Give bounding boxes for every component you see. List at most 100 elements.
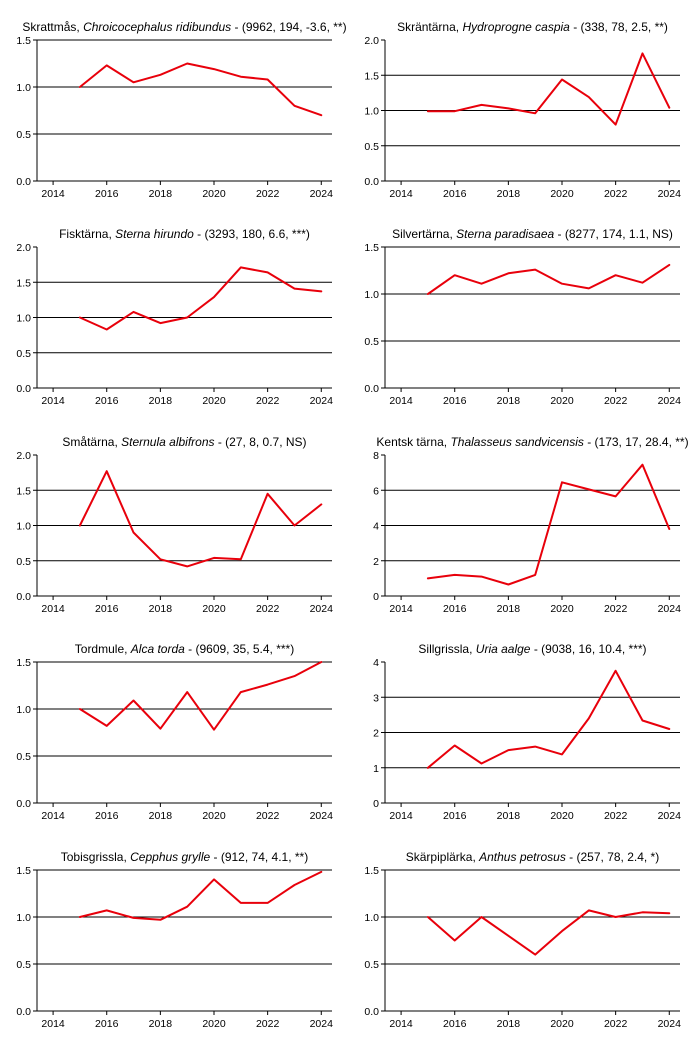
data-point [79,86,81,88]
data-point [159,558,161,560]
y-tick-label: 0 [373,591,379,603]
data-point [293,105,295,107]
y-tick-label: 0.5 [16,556,31,568]
data-point [615,670,617,672]
data-point [534,954,536,956]
data-point [588,488,590,490]
species-name: Skrattmås [22,20,76,34]
y-tick-label: 1.5 [16,35,31,47]
data-point [133,81,135,83]
x-tick-label: 2014 [389,188,413,200]
data-point [668,728,670,730]
x-tick-label: 2022 [256,810,280,822]
data-point [481,916,483,918]
data-point [507,935,509,937]
species-name: Tobisgrissla [61,850,124,864]
data-point [588,96,590,98]
species-latin-name: Cepphus grylle [130,850,210,864]
x-tick-label: 2016 [95,188,119,200]
species-name: Skräntärna [397,20,456,34]
data-point [267,78,269,80]
x-tick-label: 2022 [604,1018,628,1030]
x-tick-label: 2024 [658,395,682,407]
x-tick-label: 2014 [41,1018,65,1030]
x-tick-label: 2018 [149,188,173,200]
x-tick-label: 2022 [604,188,628,200]
y-tick-label: 2.0 [16,242,31,254]
x-tick-label: 2022 [256,395,280,407]
x-tick-label: 2020 [202,1018,226,1030]
x-tick-label: 2022 [256,188,280,200]
species-name: Tordmule [75,642,125,656]
x-tick-label: 2024 [658,1018,682,1030]
chart-panel: Kentsk tärna, Thalasseus sandvicensis - … [373,435,688,615]
x-tick-label: 2020 [202,603,226,615]
data-point [240,266,242,268]
series-line [78,266,323,331]
y-tick-label: 0.0 [364,176,379,188]
data-point [213,296,215,298]
species-latin-name: Alca torda [130,642,185,656]
data-point [427,916,429,918]
data-point [481,763,483,765]
data-point [534,269,536,271]
species-latin-name: Anthus petrosus [478,850,566,864]
title-separator: , [472,850,479,864]
data-point [561,753,563,755]
trend-stats: - (173, 17, 28.4, **) [584,435,689,449]
data-point [668,528,670,530]
data-point [615,274,617,276]
y-tick-label: 0.5 [16,129,31,141]
y-tick-label: 0.0 [16,176,31,188]
data-point [427,110,429,112]
y-tick-label: 1.5 [16,865,31,877]
y-tick-label: 4 [373,521,379,533]
chart-panel: Fisktärna, Sterna hirundo - (3293, 180, … [16,227,333,407]
trend-stats: - (3293, 180, 6.6, ***) [194,227,310,241]
y-tick-label: 8 [373,450,379,462]
data-point [106,328,108,330]
data-point [641,911,643,913]
data-point [427,293,429,295]
chart-panel: Tordmule, Alca torda - (9609, 35, 5.4, *… [16,642,333,822]
title-separator: , [444,435,451,449]
data-point [213,68,215,70]
y-tick-label: 2 [373,556,379,568]
title-separator: , [456,20,463,34]
title-separator: , [108,227,115,241]
x-tick-label: 2018 [149,810,173,822]
x-tick-label: 2016 [443,395,467,407]
data-point [454,745,456,747]
x-tick-label: 2018 [497,395,521,407]
data-point [534,746,536,748]
data-point [186,565,188,567]
data-point [267,684,269,686]
data-point [186,906,188,908]
y-tick-label: 1.0 [364,289,379,301]
data-point [427,767,429,769]
chart-panel: Silvertärna, Sterna paradisaea - (8277, … [364,227,681,407]
species-name: Småtärna [62,435,114,449]
data-point [427,577,429,579]
data-point [267,493,269,495]
chart-title: Silvertärna, Sterna paradisaea - (8277, … [392,227,673,241]
chart-title: Tordmule, Alca torda - (9609, 35, 5.4, *… [75,642,294,656]
x-tick-label: 2020 [202,810,226,822]
data-point [507,749,509,751]
data-point [186,63,188,65]
chart-title: Småtärna, Sternula albifrons - (27, 8, 0… [62,435,306,449]
data-point [561,283,563,285]
data-point [213,557,215,559]
chart-title: Skräntärna, Hydroprogne caspia - (338, 7… [397,20,668,34]
x-tick-label: 2016 [95,1018,119,1030]
x-tick-label: 2024 [310,188,334,200]
series-line [426,669,671,769]
y-tick-label: 1.0 [16,82,31,94]
x-tick-label: 2014 [389,1018,413,1030]
species-name: Kentsk tärna [376,435,444,449]
data-point [561,78,563,80]
trend-stats: - (338, 78, 2.5, **) [570,20,668,34]
data-point [320,661,322,663]
species-latin-name: Hydroprogne caspia [462,20,570,34]
trend-stats: - (912, 74, 4.1, **) [210,850,308,864]
